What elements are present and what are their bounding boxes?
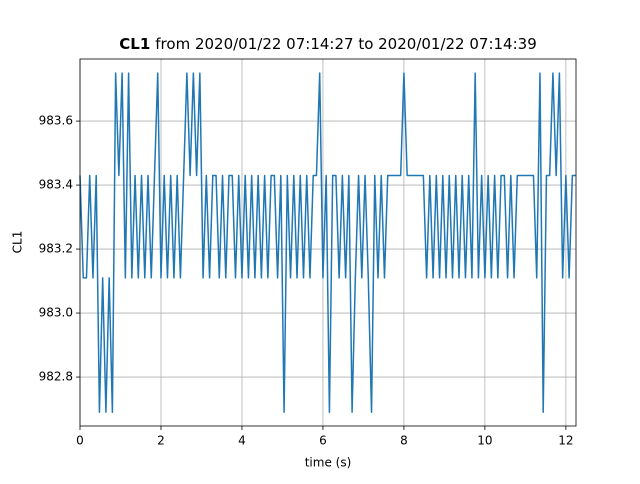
- y-axis-label: CL1: [11, 231, 25, 254]
- title-bold: CL1: [119, 35, 150, 53]
- x-tick-label: 4: [238, 434, 246, 448]
- title-rest: from 2020/01/22 07:14:27 to 2020/01/22 0…: [155, 35, 536, 53]
- y-tick-label: 983.4: [39, 178, 73, 192]
- x-tick-label: 2: [157, 434, 165, 448]
- axes-frame: [79, 58, 577, 427]
- x-tick-label: 8: [400, 434, 408, 448]
- x-tick-label: 0: [76, 434, 84, 448]
- chart-title: CL1 from 2020/01/22 07:14:27 to 2020/01/2…: [119, 35, 536, 53]
- x-tick-label: 10: [477, 434, 492, 448]
- y-tick-label: 982.8: [39, 370, 73, 384]
- x-axis-label: time (s): [305, 456, 352, 470]
- y-tick-label: 983.0: [39, 306, 73, 320]
- y-tick-label: 983.2: [39, 242, 73, 256]
- x-tick-label: 12: [558, 434, 573, 448]
- x-tick-label: 6: [319, 434, 327, 448]
- y-tick-label: 983.6: [39, 114, 73, 128]
- data-line: [79, 72, 576, 413]
